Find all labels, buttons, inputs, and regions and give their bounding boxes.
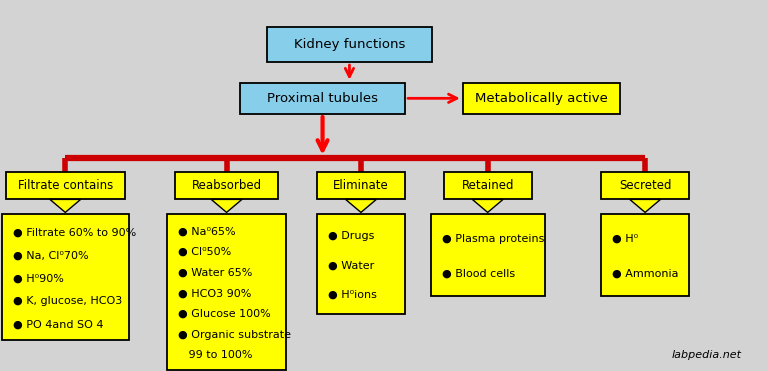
- Text: ● Plasma proteins: ● Plasma proteins: [442, 234, 544, 243]
- Text: ● Na, Cl⁰70%: ● Na, Cl⁰70%: [12, 250, 88, 260]
- FancyBboxPatch shape: [316, 214, 406, 315]
- Text: Reabsorbed: Reabsorbed: [191, 179, 262, 192]
- Polygon shape: [630, 200, 660, 212]
- Text: Filtrate contains: Filtrate contains: [18, 179, 113, 192]
- Text: Secreted: Secreted: [619, 179, 671, 192]
- Text: Proximal tubules: Proximal tubules: [267, 92, 378, 105]
- Text: ● H⁰90%: ● H⁰90%: [12, 273, 64, 283]
- FancyBboxPatch shape: [316, 171, 406, 200]
- Text: ● PO 4and SO 4: ● PO 4and SO 4: [12, 319, 103, 329]
- Text: ● Water 65%: ● Water 65%: [177, 267, 252, 278]
- FancyBboxPatch shape: [267, 27, 432, 62]
- FancyBboxPatch shape: [6, 171, 124, 200]
- FancyBboxPatch shape: [240, 83, 406, 114]
- Text: ● Cl⁰50%: ● Cl⁰50%: [177, 247, 231, 257]
- Text: ● Filtrate 60% to 90%: ● Filtrate 60% to 90%: [12, 227, 136, 237]
- FancyBboxPatch shape: [601, 171, 690, 200]
- Text: ● H⁰ions: ● H⁰ions: [327, 290, 376, 300]
- FancyBboxPatch shape: [431, 214, 545, 296]
- Text: ● Blood cells: ● Blood cells: [442, 269, 515, 279]
- Text: Retained: Retained: [462, 179, 514, 192]
- FancyBboxPatch shape: [174, 171, 278, 200]
- Polygon shape: [346, 200, 376, 212]
- Text: ● H⁰: ● H⁰: [611, 234, 638, 243]
- Text: ● Ammonia: ● Ammonia: [611, 269, 678, 279]
- FancyBboxPatch shape: [601, 214, 690, 296]
- Text: ● HCO3 90%: ● HCO3 90%: [177, 288, 251, 298]
- Polygon shape: [211, 200, 242, 212]
- Text: ● Organic substrate: ● Organic substrate: [177, 329, 291, 339]
- FancyBboxPatch shape: [167, 214, 286, 370]
- Text: labpedia.net: labpedia.net: [671, 350, 741, 360]
- Polygon shape: [50, 200, 81, 212]
- Text: ● Na⁰65%: ● Na⁰65%: [177, 226, 236, 236]
- Text: ● K, glucose, HCO3: ● K, glucose, HCO3: [12, 296, 122, 306]
- Text: Eliminate: Eliminate: [333, 179, 389, 192]
- Text: Metabolically active: Metabolically active: [475, 92, 608, 105]
- Text: 99 to 100%: 99 to 100%: [177, 350, 253, 360]
- FancyBboxPatch shape: [443, 171, 531, 200]
- Text: ● Water: ● Water: [327, 260, 374, 270]
- FancyBboxPatch shape: [2, 214, 129, 341]
- FancyBboxPatch shape: [462, 83, 620, 114]
- Text: Kidney functions: Kidney functions: [293, 38, 406, 51]
- Text: ● Glucose 100%: ● Glucose 100%: [177, 309, 270, 319]
- Text: ● Drugs: ● Drugs: [327, 231, 374, 241]
- Polygon shape: [472, 200, 503, 212]
